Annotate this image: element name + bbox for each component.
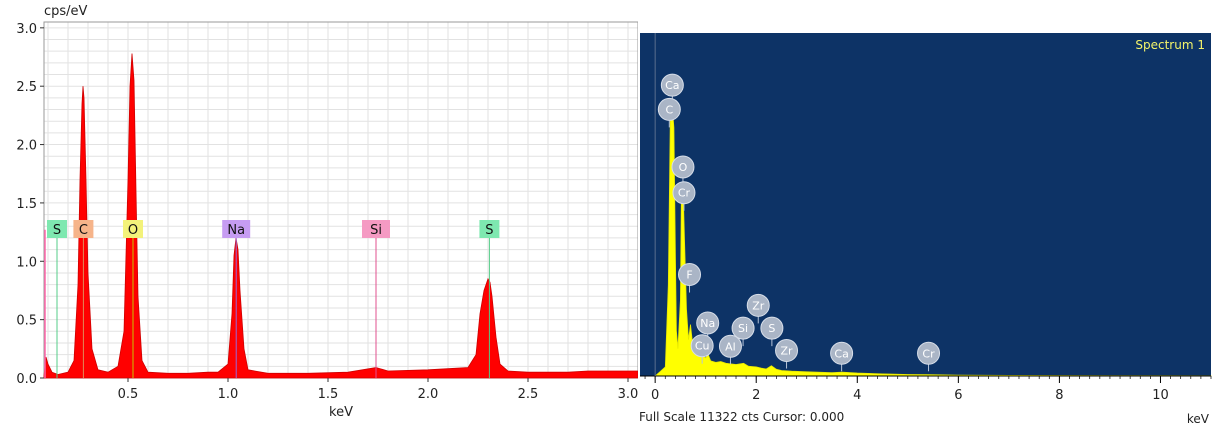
spectrum-area (654, 100, 1212, 377)
y-tick-label: 2.5 (16, 80, 37, 95)
peak-label: Cu (695, 340, 710, 353)
peak-label-circle (672, 181, 696, 205)
peak-label: Ca (665, 79, 679, 92)
x-tick-label: 2.0 (418, 387, 439, 402)
peak-label: Cr (922, 347, 935, 360)
y-tick-label: 3.0 (16, 22, 37, 37)
left-spectrum-panel: S C O Na Si S 0.0 0.5 1.0 1.5 2.0 2.5 3.0 0.5 1.0 1.5 2.… (16, 4, 639, 420)
peak-label-circle (731, 316, 755, 340)
peak-label: S (768, 322, 775, 335)
peak-label-circle (660, 73, 684, 97)
y-axis-label: cps/eV (44, 4, 88, 19)
peak-label: Zr (752, 299, 765, 312)
peak-label: Al (725, 340, 736, 353)
x-tick-label: 0.5 (118, 387, 139, 402)
element-marker-label: Si (370, 223, 382, 238)
x-tick-label: 8 (1055, 388, 1063, 403)
peak-label: Zr (781, 345, 794, 358)
axis-strip (640, 376, 1211, 406)
x-tick-label: 6 (954, 388, 962, 403)
element-marker-box (479, 220, 500, 238)
x-tick-label: 1.5 (318, 387, 339, 402)
element-marker-label: S (485, 223, 493, 238)
element-marker-box (362, 220, 390, 238)
peak-label-circle (657, 97, 681, 121)
y-tick-label: 2.0 (16, 139, 37, 154)
x-tick-label: 3.0 (618, 387, 639, 402)
peak-label: Cr (678, 187, 691, 200)
element-marker-box (73, 220, 94, 238)
x-axis-label: keV (1187, 412, 1210, 426)
peak-label-circle (690, 334, 714, 358)
element-marker-label: C (79, 223, 88, 238)
peak-label: Si (738, 322, 748, 335)
element-marker-box (123, 220, 143, 238)
peak-label: C (665, 103, 673, 116)
x-tick-label: 2 (752, 388, 760, 403)
x-tick-label: 2.5 (518, 387, 539, 402)
right-spectrum-panel: 0 2 4 6 8 10 keV Spectrum 1 Ca C O Cr F Na Cu Si Al Zr S Zr… (638, 0, 1213, 428)
element-marker-label: O (128, 223, 138, 238)
x-tick-label: 1.0 (218, 387, 239, 402)
element-marker-label: Na (227, 223, 245, 238)
y-tick-label: 0.0 (16, 372, 37, 387)
plot-background (640, 33, 1211, 376)
x-tick-label: 0 (651, 388, 659, 403)
y-tick-label: 1.5 (16, 197, 37, 212)
spectrum-title: Spectrum 1 (1135, 38, 1205, 52)
peak-label-circle (696, 311, 720, 335)
peak-label: F (686, 269, 692, 282)
peak-label-circle (718, 334, 742, 358)
peak-label-circle (678, 263, 702, 287)
left-eds-spectrum-chart: S C O Na Si S 0.0 0.5 1.0 1.5 2.0 2.5 3.0 0.5 1.0 1.5 2.… (16, 4, 639, 420)
y-tick-label: 0.5 (16, 314, 37, 329)
element-marker-box (47, 220, 67, 238)
x-tick-label: 4 (853, 388, 861, 403)
peak-label-circle (917, 341, 941, 365)
peak-label: Ca (834, 347, 848, 360)
element-marker-box (222, 220, 251, 238)
status-full-scale-cursor: Full Scale 11322 cts Cursor: 0.000 (639, 410, 845, 424)
peak-label: O (679, 161, 688, 174)
y-tick-label: 1.0 (16, 255, 37, 270)
peak-label-circle (830, 341, 854, 365)
x-tick-label: 10 (1152, 388, 1169, 403)
element-marker-label: S (53, 223, 61, 238)
peak-label-circle (775, 339, 799, 363)
x-axis-label: keV (329, 405, 353, 420)
peak-label-circle (671, 155, 695, 179)
peak-label-circle (746, 293, 770, 317)
peak-label: Na (700, 317, 715, 330)
peak-label-circle (760, 316, 784, 340)
